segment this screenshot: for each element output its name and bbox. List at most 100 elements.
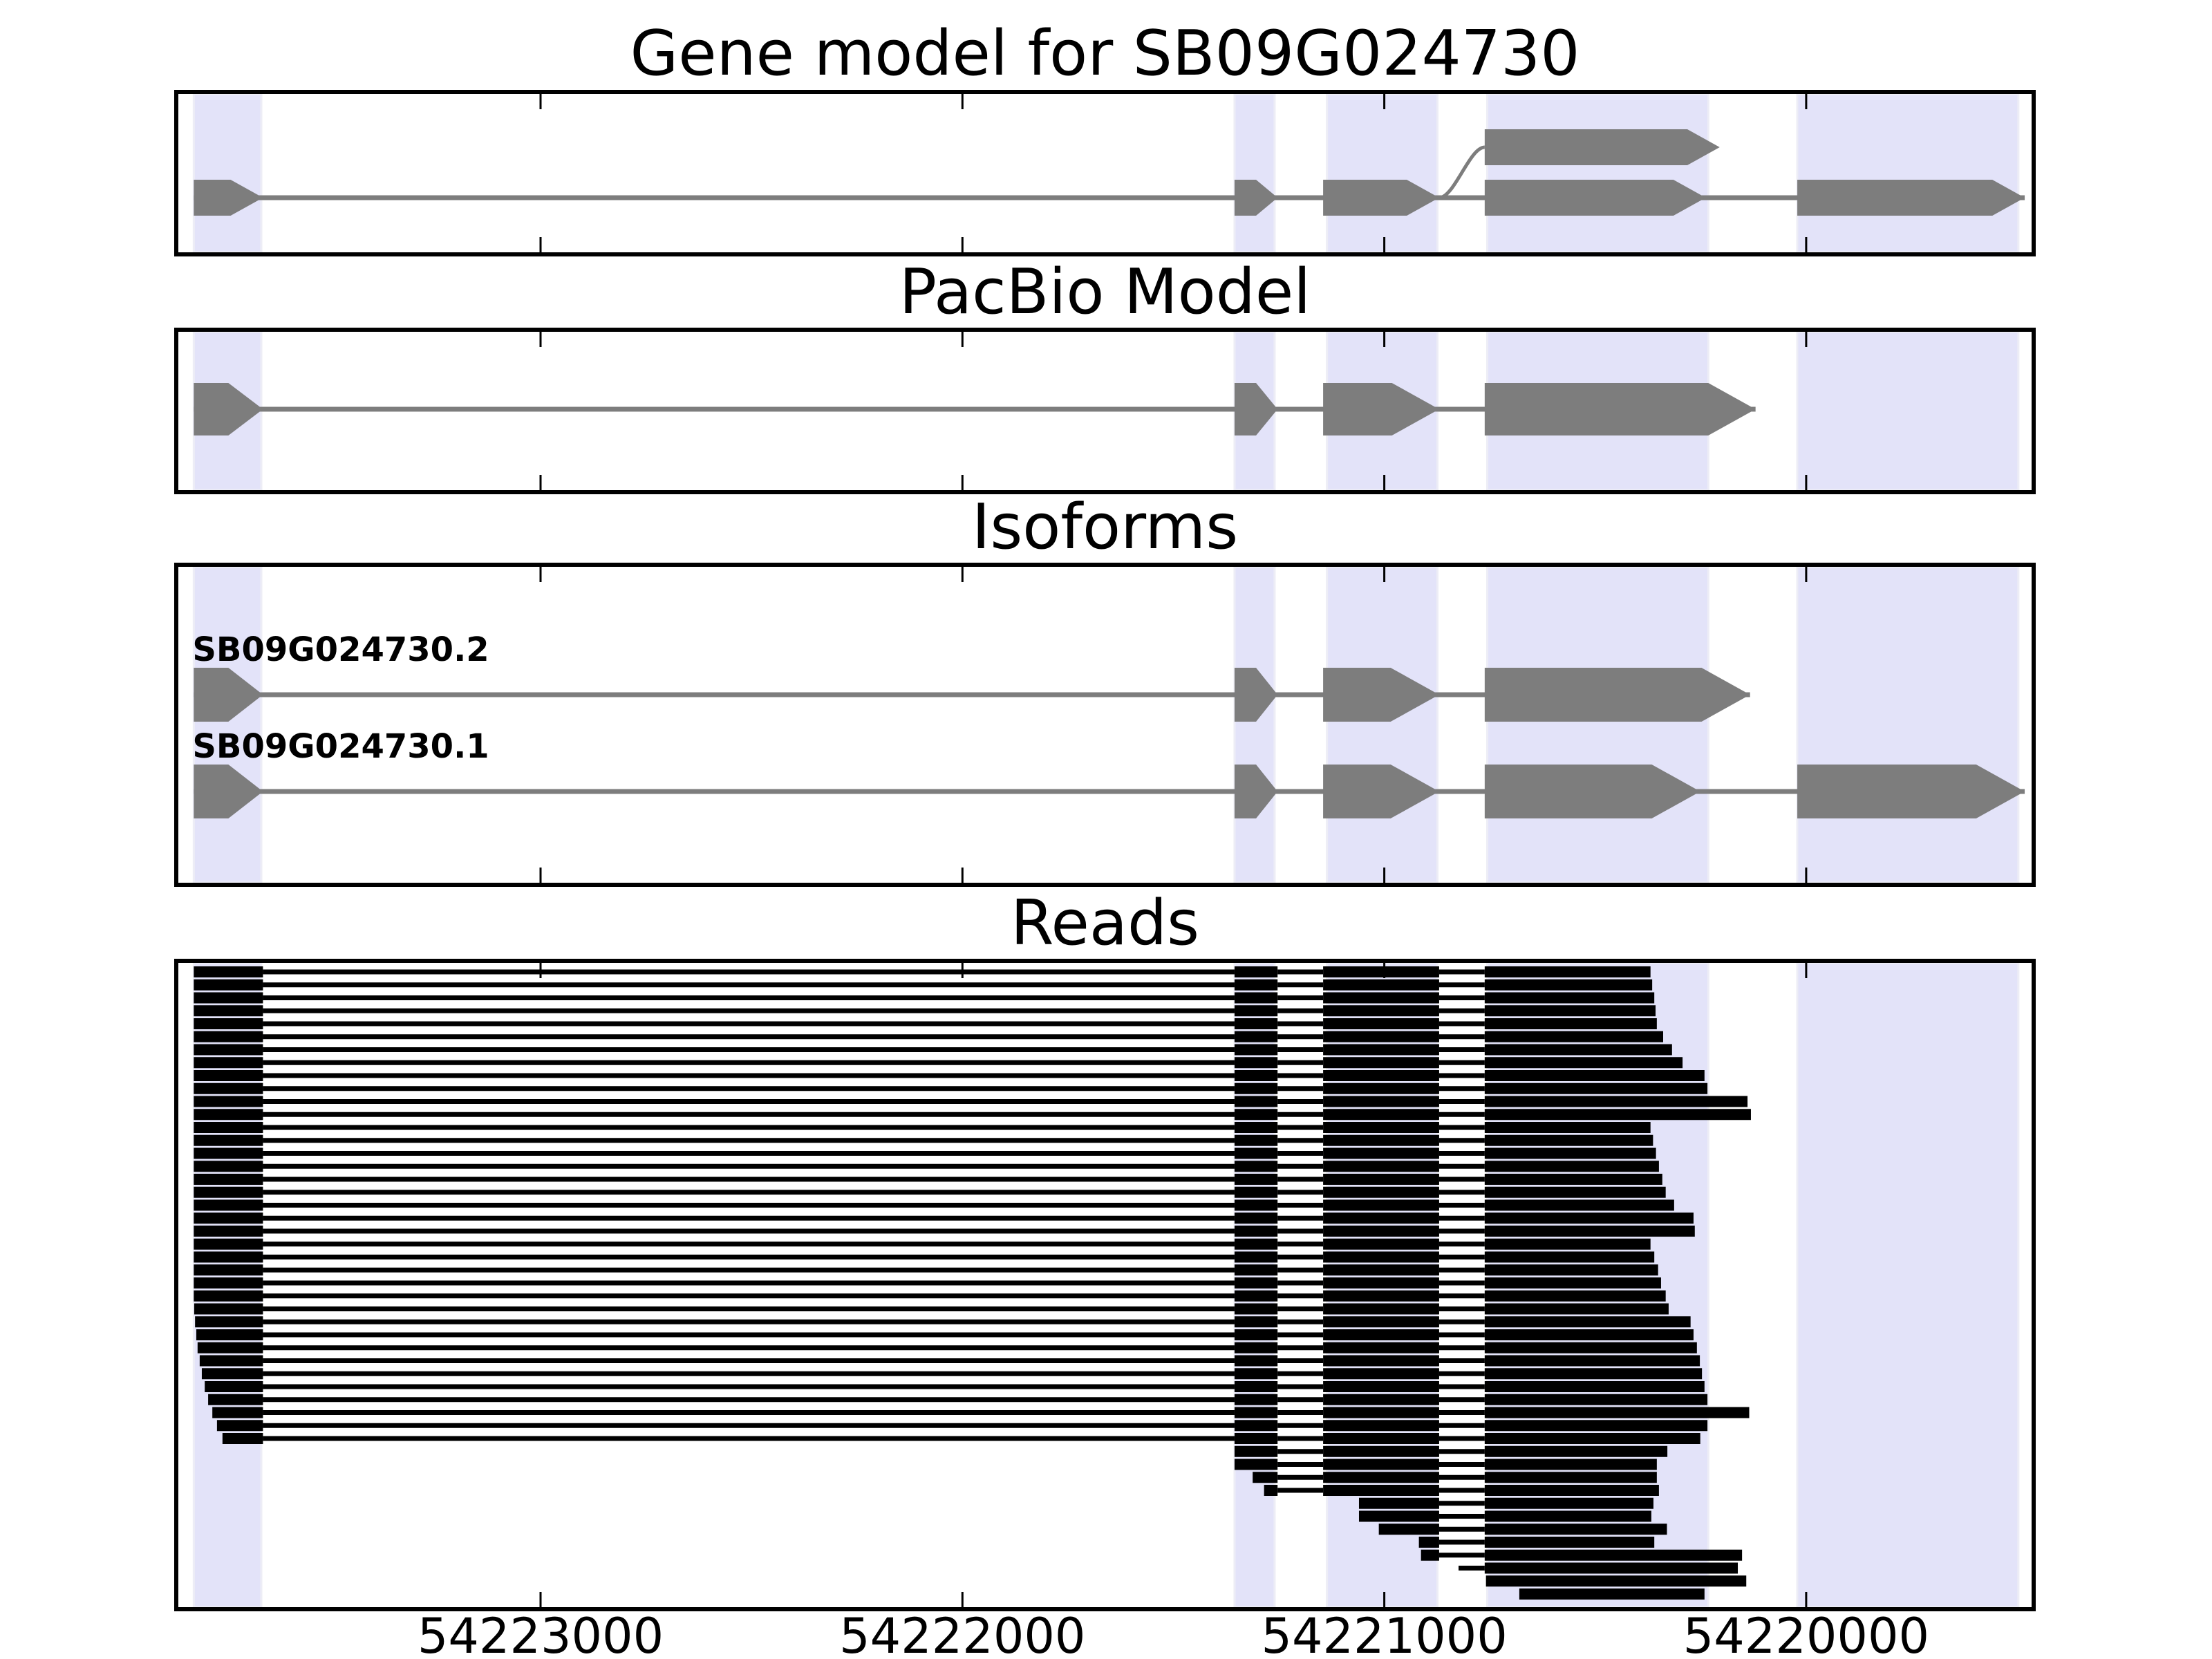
- read-exon-segment: [1234, 1082, 1278, 1094]
- read-intron-segment: [1438, 1021, 1485, 1027]
- read-exon-segment: [1234, 1251, 1278, 1263]
- read-exon-segment: [1234, 1368, 1278, 1380]
- read-exon-segment: [1484, 1277, 1661, 1288]
- read-exon-segment: [194, 1264, 263, 1276]
- read-intron-segment: [263, 1267, 1235, 1273]
- read-exon-segment: [194, 966, 263, 977]
- read-exon-segment: [194, 1303, 263, 1315]
- read-intron-segment: [1277, 1060, 1324, 1065]
- read-intron-segment: [1277, 1410, 1324, 1415]
- read-exon-segment: [201, 1368, 263, 1380]
- read-intron-segment: [1277, 1474, 1324, 1480]
- read-exon-segment: [197, 1342, 263, 1353]
- read-exon-segment: [1323, 1445, 1439, 1457]
- read-exon-segment: [1234, 1342, 1278, 1353]
- read-exon-segment: [1484, 1264, 1658, 1276]
- read-intron-segment: [1438, 1514, 1485, 1519]
- read-intron-segment: [263, 1332, 1235, 1338]
- read-exon-segment: [1234, 1290, 1278, 1302]
- read-intron-segment: [1459, 1566, 1485, 1571]
- read-exon-segment: [194, 1070, 263, 1081]
- read-exon-segment: [1234, 992, 1278, 1004]
- read-intron-segment: [1438, 1034, 1485, 1040]
- read-exon-segment: [1484, 1186, 1666, 1198]
- exon-arrow: [194, 180, 263, 216]
- read-exon-segment: [1234, 1264, 1278, 1276]
- read-exon-segment: [1485, 1575, 1747, 1587]
- read-exon-segment: [1323, 1368, 1439, 1380]
- read-intron-segment: [263, 1138, 1235, 1143]
- read-exon-segment: [196, 1329, 263, 1340]
- read-intron-segment: [1438, 1125, 1485, 1130]
- read-intron-segment: [263, 1060, 1235, 1065]
- read-intron-segment: [263, 1125, 1235, 1130]
- read-intron-segment: [263, 1384, 1235, 1389]
- read-exon-segment: [1484, 1394, 1708, 1405]
- read-exon-segment: [194, 1057, 263, 1069]
- read-intron-segment: [1277, 1280, 1324, 1286]
- exon-arrow: [1323, 765, 1439, 818]
- read-intron-segment: [1277, 1306, 1324, 1311]
- panel-title-reads: Reads: [1010, 887, 1200, 959]
- highlight-band: [1326, 93, 1438, 254]
- read-exon-segment: [1484, 1199, 1674, 1211]
- read-intron-segment: [1277, 1345, 1324, 1351]
- read-exon-segment: [1234, 1420, 1278, 1432]
- read-intron-segment: [1277, 1163, 1324, 1169]
- read-exon-segment: [1323, 979, 1439, 991]
- read-intron-segment: [263, 1190, 1235, 1195]
- read-intron-segment: [1438, 1241, 1485, 1247]
- read-intron-segment: [263, 1280, 1235, 1286]
- read-intron-segment: [263, 1319, 1235, 1324]
- read-intron-segment: [1438, 1371, 1485, 1376]
- read-intron-segment: [1438, 1332, 1485, 1338]
- read-intron-segment: [1438, 1306, 1485, 1311]
- read-intron-segment: [1277, 1293, 1324, 1299]
- read-exon-segment: [1323, 1264, 1439, 1276]
- read-intron-segment: [1438, 1553, 1485, 1558]
- exon-arrow: [1484, 383, 1756, 435]
- read-exon-segment: [194, 1277, 263, 1288]
- read-exon-segment: [1484, 1433, 1700, 1444]
- read-intron-segment: [1277, 1267, 1324, 1273]
- read-exon-segment: [194, 1226, 263, 1237]
- read-exon-segment: [1234, 1303, 1278, 1315]
- read-exon-segment: [194, 1134, 263, 1146]
- read-exon-segment: [1234, 1057, 1278, 1069]
- read-intron-segment: [1438, 1501, 1485, 1506]
- isoform-label-SB09G024730-2: SB09G024730.2: [192, 630, 489, 669]
- read-exon-segment: [1323, 1316, 1439, 1328]
- read-intron-segment: [263, 1371, 1235, 1376]
- read-intron-segment: [1277, 982, 1324, 988]
- read-intron-segment: [263, 1293, 1235, 1299]
- read-exon-segment: [1234, 1445, 1278, 1457]
- read-exon-segment: [1323, 1186, 1439, 1198]
- read-intron-segment: [1438, 1255, 1485, 1259]
- read-exon-segment: [194, 1199, 263, 1211]
- read-exon-segment: [1484, 1290, 1666, 1302]
- read-intron-segment: [1438, 1423, 1485, 1428]
- read-exon-segment: [1519, 1588, 1705, 1600]
- read-exon-segment: [1484, 1342, 1697, 1353]
- exon-arrow: [1484, 668, 1750, 722]
- read-exon-segment: [1484, 1005, 1656, 1017]
- read-exon-segment: [1323, 1485, 1439, 1496]
- read-exon-segment: [1234, 1394, 1278, 1405]
- highlight-band: [192, 93, 263, 254]
- read-exon-segment: [1484, 1510, 1651, 1522]
- read-intron-segment: [1438, 982, 1485, 988]
- read-intron-segment: [1438, 1138, 1485, 1143]
- read-exon-segment: [1323, 1420, 1439, 1432]
- read-exon-segment: [1323, 1226, 1439, 1237]
- read-intron-segment: [1277, 1099, 1324, 1104]
- read-exon-segment: [194, 1005, 263, 1017]
- read-exon-segment: [1234, 1407, 1278, 1418]
- read-intron-segment: [263, 1228, 1235, 1234]
- exon-arrow: [1234, 765, 1278, 818]
- read-intron-segment: [1438, 1163, 1485, 1169]
- read-exon-segment: [1484, 1161, 1659, 1172]
- read-exon-segment: [212, 1407, 263, 1418]
- read-intron-segment: [1438, 1293, 1485, 1299]
- read-intron-segment: [263, 1241, 1235, 1247]
- read-intron-segment: [1438, 1526, 1485, 1532]
